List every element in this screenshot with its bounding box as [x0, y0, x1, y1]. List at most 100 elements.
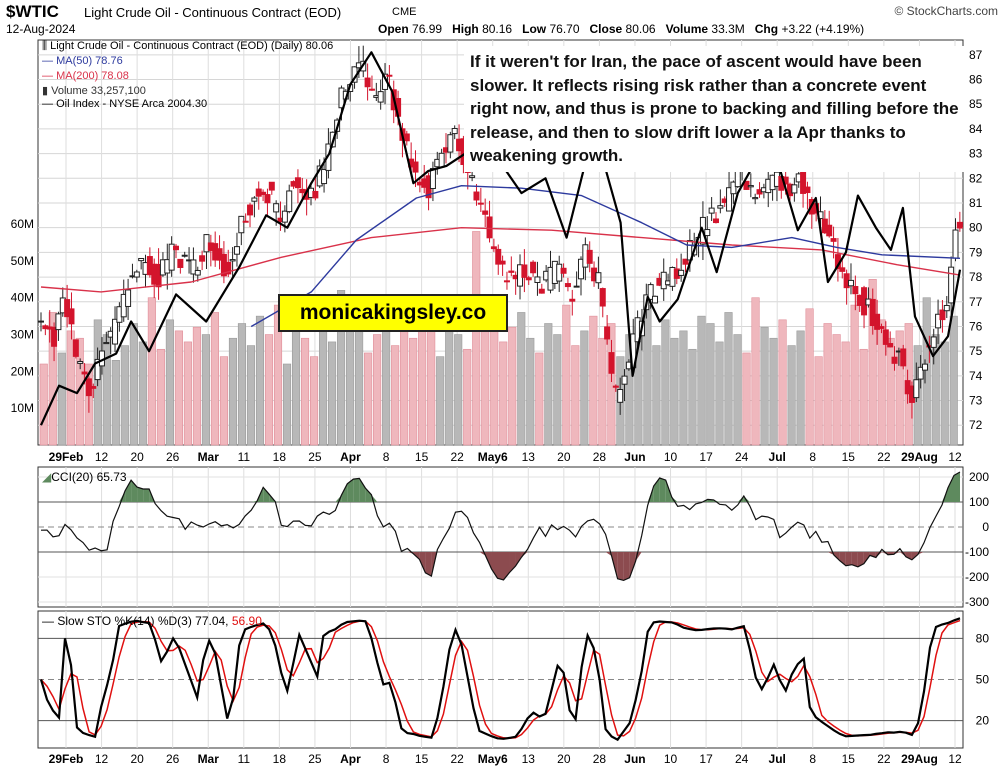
- candle-body: [839, 267, 846, 272]
- cci-oversold-area: [629, 552, 636, 578]
- volume-bar: [652, 345, 661, 446]
- volume-bar: [436, 356, 445, 446]
- candle-body: [852, 286, 859, 295]
- candle-body: [286, 190, 293, 213]
- volume-bar: [922, 297, 931, 446]
- cci-oversold-area: [617, 552, 624, 581]
- candle-body: [604, 326, 611, 340]
- candle-body: [321, 169, 328, 185]
- chart-title: Light Crude Oil - Continuous Contract (E…: [84, 5, 342, 20]
- symbol: $WTIC: [6, 2, 59, 21]
- candle-body: [38, 320, 44, 323]
- candle-body: [534, 276, 541, 283]
- date-tick-label: 22: [877, 752, 891, 766]
- candle-body: [68, 308, 75, 325]
- candle-body: [704, 229, 711, 237]
- cci-overbought-area: [137, 487, 144, 502]
- price-tick-label: 76: [969, 319, 983, 333]
- date-tick-label: 25: [308, 752, 322, 766]
- candle-body: [264, 194, 271, 204]
- volume-bar: [364, 352, 373, 446]
- cci-tick-label: 0: [982, 520, 989, 534]
- candle-body: [917, 366, 924, 380]
- stockcharts-credit: © StockCharts.com: [894, 4, 998, 18]
- volume-bar: [129, 323, 138, 446]
- volume-bar: [769, 337, 778, 446]
- candle-body: [451, 127, 458, 135]
- volume-tick-label: 60M: [11, 217, 34, 231]
- volume-bar: [409, 337, 418, 446]
- cci-tick-label: 200: [969, 470, 989, 484]
- volume-bar: [517, 312, 526, 446]
- candle-body: [477, 202, 484, 205]
- chg-value: +3.22 (+4.19%): [781, 22, 865, 36]
- candle-body: [521, 264, 528, 278]
- date-tick-label: 13: [522, 450, 536, 464]
- candle-body: [51, 326, 58, 347]
- volume-bar: [697, 315, 706, 446]
- volume-bar: [355, 323, 364, 446]
- candle-body: [438, 152, 445, 168]
- candle-body: [238, 215, 245, 234]
- date-tick-label: Apr: [340, 752, 361, 766]
- volume-bar: [679, 330, 688, 446]
- candle-body: [708, 207, 715, 214]
- candle-body: [573, 285, 580, 288]
- volume-bar: [309, 356, 319, 446]
- candle-body: [599, 288, 606, 307]
- volume-bar: [670, 337, 679, 446]
- candle-body: [90, 386, 97, 389]
- volume-bar: [589, 315, 598, 446]
- cci-oversold-area: [503, 552, 510, 580]
- sto-tick-label: 50: [976, 673, 990, 687]
- line-icon: —: [42, 98, 57, 110]
- cci-tick-label: -300: [965, 595, 989, 609]
- volume-tick-label: 50M: [11, 254, 34, 268]
- volume-bar: [174, 330, 183, 446]
- open-label: Open: [378, 22, 409, 36]
- date-tick-label: 29Feb: [49, 450, 84, 464]
- volume-bar: [228, 337, 238, 446]
- candle-body: [564, 283, 571, 288]
- candle-body: [560, 267, 567, 274]
- date-tick-label: 8: [383, 450, 390, 464]
- cci-overbought-area: [263, 487, 270, 502]
- volume-bar: [733, 334, 742, 446]
- candle-body: [229, 259, 236, 262]
- cci-overbought-area: [941, 487, 948, 502]
- legend-ma200: — MA(200) 78.08: [42, 70, 129, 82]
- volume-bar: [418, 330, 427, 446]
- candle-body: [490, 246, 497, 250]
- date-tick-label: 24: [735, 752, 749, 766]
- candle-body: [386, 74, 393, 77]
- candle-body: [752, 197, 759, 200]
- date-tick-label: Jun: [624, 450, 645, 464]
- candle-body: [508, 270, 515, 273]
- volume-bar: [787, 345, 796, 446]
- date-tick-label: 20: [557, 450, 571, 464]
- date-tick-label: 11: [238, 450, 251, 464]
- cci-oversold-area: [857, 552, 864, 567]
- candle-body: [935, 313, 942, 329]
- legend-oil-index: — Oil Index - NYSE Arca 2004.30: [42, 98, 207, 110]
- candle-body: [647, 284, 654, 300]
- price-tick-label: 79: [969, 245, 983, 259]
- candle-body: [368, 88, 375, 91]
- line-icon: —: [42, 614, 58, 628]
- volume-bar: [255, 315, 265, 446]
- volume-bar: [706, 323, 715, 446]
- candle-body: [251, 197, 258, 202]
- candle-body: [112, 318, 119, 345]
- candle-body: [447, 134, 454, 153]
- candle-body: [77, 361, 84, 364]
- legend-ma50: — MA(50) 78.76: [42, 55, 123, 67]
- cci-overbought-area: [659, 478, 666, 502]
- candle-body: [943, 304, 950, 312]
- volume-bar: [526, 337, 535, 446]
- volume-bar: [751, 297, 760, 446]
- volume-bar: [48, 312, 57, 446]
- candle-body: [403, 133, 410, 142]
- chart-date: 12-Aug-2024: [6, 22, 76, 36]
- candle-body: [891, 356, 898, 364]
- date-tick-label: 17: [699, 752, 713, 766]
